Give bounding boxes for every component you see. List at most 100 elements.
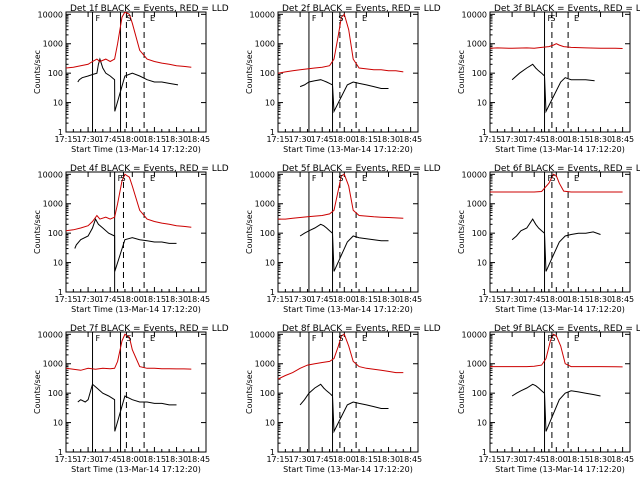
plot-area — [490, 12, 623, 132]
y-axis-label: Counts/sec — [245, 50, 254, 94]
plot-area — [66, 12, 192, 132]
x-axis-label: Start Time (13-Mar-14 17:12:20) — [283, 145, 413, 154]
y-tick-label: 1000 — [255, 40, 275, 49]
x-tick-label: 18:00 — [333, 295, 356, 304]
y-tick-label: 100 — [472, 69, 487, 78]
x-tick-label: 17:15 — [54, 455, 77, 464]
x-tick-label: 17:15 — [54, 135, 77, 144]
y-tick-label: 100 — [472, 229, 487, 238]
x-tick-label: 18:15 — [355, 295, 378, 304]
x-tick-label: 18:15 — [355, 135, 378, 144]
y-tick-label: 10000 — [38, 330, 63, 339]
x-tick-label: 18:45 — [611, 135, 634, 144]
event-marker-label: F — [312, 334, 317, 343]
panel-title: Det 3f BLACK = Events, RED = LLD — [494, 4, 640, 14]
x-tick-label: 18:30 — [377, 455, 400, 464]
y-tick-label: 10 — [477, 259, 487, 268]
x-tick-label: 18:15 — [567, 295, 590, 304]
plot-area — [278, 332, 404, 452]
x-tick-label: 17:15 — [478, 455, 501, 464]
y-tick-label: 10000 — [250, 170, 275, 179]
series-line-lld — [490, 333, 623, 368]
event-marker-label: E — [150, 334, 155, 343]
event-marker-label: F — [95, 14, 100, 23]
event-marker-label: E — [362, 334, 367, 343]
event-marker-label: E — [574, 334, 579, 343]
y-tick-label: 100 — [260, 69, 275, 78]
y-axis-label: Counts/sec — [245, 210, 254, 254]
y-tick-label: 10 — [53, 99, 63, 108]
y-tick-label: 10 — [477, 419, 487, 428]
y-tick-label: 1 — [270, 128, 275, 137]
x-tick-label: 17:15 — [478, 135, 501, 144]
plot-frame — [489, 171, 631, 293]
event-marker-label: E — [574, 174, 579, 183]
x-tick-label: 18:00 — [121, 455, 144, 464]
x-tick-label: 17:30 — [77, 455, 100, 464]
x-tick-label: 17:30 — [77, 135, 100, 144]
event-marker-label: S — [550, 334, 555, 343]
y-tick-label: 100 — [260, 389, 275, 398]
y-tick-label: 10000 — [250, 330, 275, 339]
plot-frame — [277, 331, 419, 453]
y-tick-label: 1 — [482, 288, 487, 297]
plot-frame — [489, 11, 631, 133]
x-tick-label: 18:45 — [611, 455, 634, 464]
x-tick-label: 17:45 — [523, 295, 546, 304]
event-marker-label: F — [547, 14, 552, 23]
series-line-events — [74, 217, 177, 272]
plot-frame — [277, 11, 419, 133]
y-axis-label: Counts/sec — [33, 50, 42, 94]
y-tick-label: 1000 — [467, 40, 487, 49]
event-marker-label: S — [550, 174, 555, 183]
y-tick-label: 10 — [53, 259, 63, 268]
x-tick-label: 18:30 — [589, 455, 612, 464]
x-tick-label: 17:30 — [289, 295, 312, 304]
event-marker-label: F — [547, 334, 552, 343]
panel-title: Det 9f BLACK = Events, RED = LLD — [494, 324, 640, 334]
x-tick-label: 17:45 — [523, 455, 546, 464]
x-tick-label: 17:30 — [501, 295, 524, 304]
series-line-events — [299, 79, 389, 114]
x-axis-label: Start Time (13-Mar-14 17:12:20) — [495, 465, 625, 474]
x-tick-label: 18:00 — [333, 135, 356, 144]
x-axis-label: Start Time (13-Mar-14 17:12:20) — [71, 465, 201, 474]
y-tick-label: 10000 — [462, 10, 487, 19]
plot-area — [490, 172, 623, 292]
x-tick-label: 17:30 — [501, 135, 524, 144]
y-tick-label: 1000 — [467, 200, 487, 209]
y-tick-label: 1 — [58, 288, 63, 297]
x-tick-label: 17:30 — [289, 455, 312, 464]
event-marker-label: S — [338, 14, 343, 23]
event-marker-label: S — [338, 174, 343, 183]
y-tick-label: 1000 — [43, 40, 63, 49]
series-line-events — [511, 63, 595, 114]
plot-frame — [65, 11, 207, 133]
series-line-lld — [278, 13, 404, 74]
y-tick-label: 1 — [482, 448, 487, 457]
x-tick-label: 17:30 — [501, 455, 524, 464]
event-marker-label: E — [362, 174, 367, 183]
event-marker-label: F — [547, 174, 552, 183]
x-tick-label: 18:15 — [143, 135, 166, 144]
x-tick-label: 18:15 — [355, 455, 378, 464]
x-tick-label: 17:45 — [99, 455, 122, 464]
x-tick-label: 18:15 — [567, 135, 590, 144]
series-line-lld — [490, 173, 623, 193]
series-line-events — [511, 383, 601, 432]
x-axis-label: Start Time (13-Mar-14 17:12:20) — [495, 305, 625, 314]
y-axis-label: Counts/sec — [457, 50, 466, 94]
x-tick-label: 18:30 — [377, 295, 400, 304]
y-axis-label: Counts/sec — [457, 370, 466, 414]
panel-title: Det 5f BLACK = Events, RED = LLD — [282, 164, 441, 174]
x-tick-label: 18:45 — [187, 135, 210, 144]
plot-area — [490, 332, 623, 452]
y-axis-label: Counts/sec — [33, 210, 42, 254]
event-marker-label: F — [312, 14, 317, 23]
panel-title: Det 8f BLACK = Events, RED = LLD — [282, 324, 441, 334]
